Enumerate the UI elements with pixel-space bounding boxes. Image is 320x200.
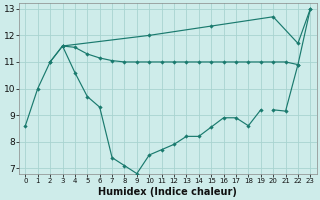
X-axis label: Humidex (Indice chaleur): Humidex (Indice chaleur) xyxy=(98,187,237,197)
